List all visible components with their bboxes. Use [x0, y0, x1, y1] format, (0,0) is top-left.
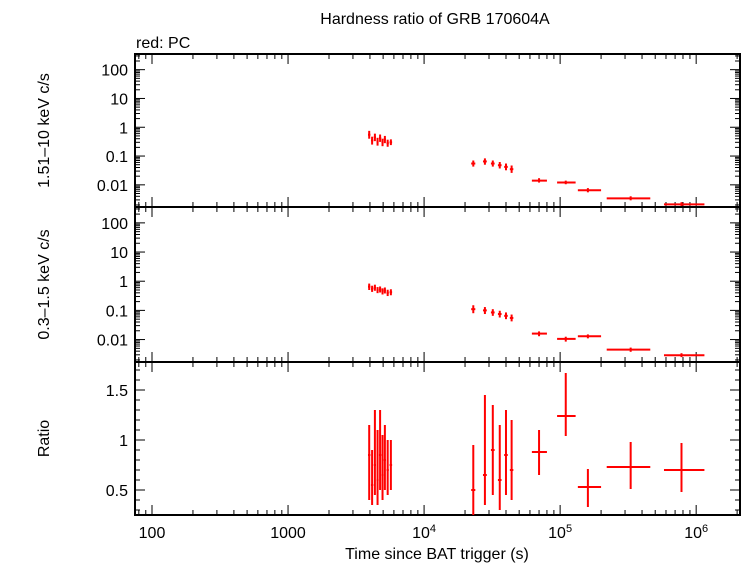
y-tick-label: 0.5: [106, 483, 128, 500]
x-tick-label: 100: [139, 525, 166, 542]
y-tick-label: 0.1: [106, 303, 128, 320]
y-tick-label: 100: [101, 63, 128, 80]
y-tick-label: 10: [110, 245, 128, 262]
legend-label: red: PC: [136, 35, 190, 52]
x-tick-label: 1000: [270, 525, 306, 542]
y-axis-label: 0.3–1.5 keV c/s: [36, 229, 53, 339]
plot-frame: [134, 53, 741, 208]
panel-soft: 100 10 1 0.1 0.01 0.3–1.5 keV c/s: [36, 206, 741, 363]
y-tick-label: 1: [119, 120, 128, 137]
plot-frame: [134, 361, 741, 516]
panel-hard: 100 10 1 0.1 0.01 1.51–10 keV c/s: [36, 53, 741, 208]
panels-group: 100 10 1 0.1 0.01 1.51–10 keV c/s 100 10 1 0.1 0.0…: [36, 53, 741, 542]
y-tick-label: 1.5: [106, 383, 128, 400]
x-tick-label: 104: [412, 523, 436, 542]
x-tick-label: 106: [684, 523, 708, 542]
y-tick-label: 1: [119, 274, 128, 291]
y-axis-label: Ratio: [36, 420, 53, 457]
x-axis-label: Time since BAT trigger (s): [345, 546, 529, 563]
y-tick-label: 100: [101, 216, 128, 233]
y-tick-label: 0.1: [106, 149, 128, 166]
y-tick-label: 1: [119, 433, 128, 450]
y-tick-label: 10: [110, 91, 128, 108]
plot-frame: [134, 206, 741, 363]
y-axis-label: 1.51–10 keV c/s: [36, 73, 53, 188]
y-tick-label: 0.01: [97, 333, 128, 350]
chart-title: Hardness ratio of GRB 170604A: [320, 11, 550, 28]
panel-ratio: 1.5 1 0.5 Ratio: [36, 361, 741, 516]
y-tick-label: 0.01: [97, 178, 128, 195]
x-tick-label: 105: [548, 523, 572, 542]
